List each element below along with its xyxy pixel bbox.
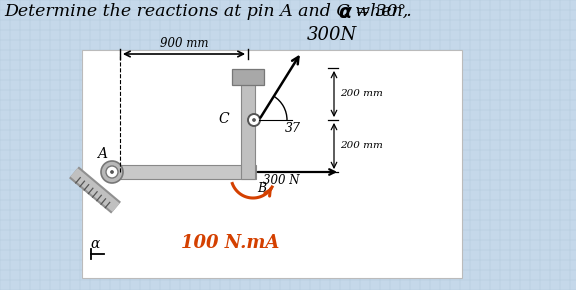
Text: 200 mm: 200 mm (340, 90, 383, 99)
Text: α: α (90, 237, 100, 251)
Text: 100 N.mA: 100 N.mA (181, 234, 279, 252)
Circle shape (101, 161, 123, 183)
Text: 300N: 300N (306, 26, 357, 44)
Text: 37: 37 (285, 122, 301, 135)
Text: Determine the reactions at pin A and C when,: Determine the reactions at pin A and C w… (4, 3, 414, 20)
Circle shape (106, 166, 118, 178)
Text: 900 mm: 900 mm (160, 37, 209, 50)
Text: $\boldsymbol{\alpha}$: $\boldsymbol{\alpha}$ (338, 3, 353, 22)
Text: = 30°.: = 30°. (350, 3, 412, 20)
Text: A: A (97, 147, 107, 161)
Text: 300 N: 300 N (263, 174, 300, 187)
Bar (112, 165, 256, 179)
Bar (232, 69, 264, 85)
Circle shape (252, 119, 256, 122)
Circle shape (248, 114, 260, 126)
Text: C: C (218, 112, 229, 126)
Bar (82, 50, 462, 278)
Text: B: B (257, 182, 266, 195)
Bar (241, 80, 255, 179)
Circle shape (111, 171, 113, 173)
Text: 200 mm: 200 mm (340, 142, 383, 151)
